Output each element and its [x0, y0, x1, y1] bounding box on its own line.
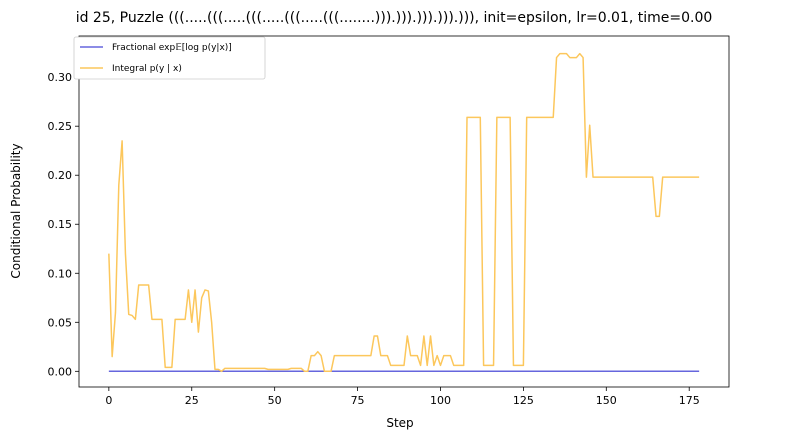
x-tick-label: 75 [351, 394, 365, 407]
y-axis: 0.00 0.05 0.10 0.15 0.20 0.25 0.30 [48, 71, 79, 378]
y-tick-label: 0.20 [48, 169, 73, 182]
y-tick-label: 0.30 [48, 71, 73, 84]
x-tick-label: 0 [105, 394, 112, 407]
chart-title: id 25, Puzzle (((.....(((.....(((.....((… [76, 10, 713, 26]
plot-background [79, 36, 729, 387]
series-layer [108, 52, 700, 373]
y-tick-label: 0.10 [48, 267, 73, 280]
y-tick-label: 0.15 [48, 218, 73, 231]
legend: Fractional exp𝔼[log p(y|x)] Integral p(y… [73, 36, 266, 80]
x-tick-label: 125 [513, 394, 534, 407]
x-tick-label: 175 [679, 394, 700, 407]
legend-label-integral: Integral p(y | x) [112, 64, 182, 74]
x-tick-label: 100 [430, 394, 451, 407]
y-tick-label: 0.05 [48, 316, 73, 329]
x-axis: 0 25 50 75 100 125 150 175 [105, 387, 700, 407]
plot-frame [78, 35, 730, 388]
x-tick-label: 25 [185, 394, 199, 407]
x-axis-label: Step [386, 416, 413, 430]
y-tick-label: 0.25 [48, 120, 73, 133]
y-tick-label: 0.00 [48, 365, 73, 378]
y-axis-label: Conditional Probability [9, 143, 23, 278]
legend-label-fractional: Fractional exp𝔼[log p(y|x)] [112, 43, 232, 53]
x-tick-label: 150 [596, 394, 617, 407]
legend-box [73, 36, 266, 80]
x-tick-label: 50 [268, 394, 282, 407]
series-line-integral [108, 52, 700, 373]
